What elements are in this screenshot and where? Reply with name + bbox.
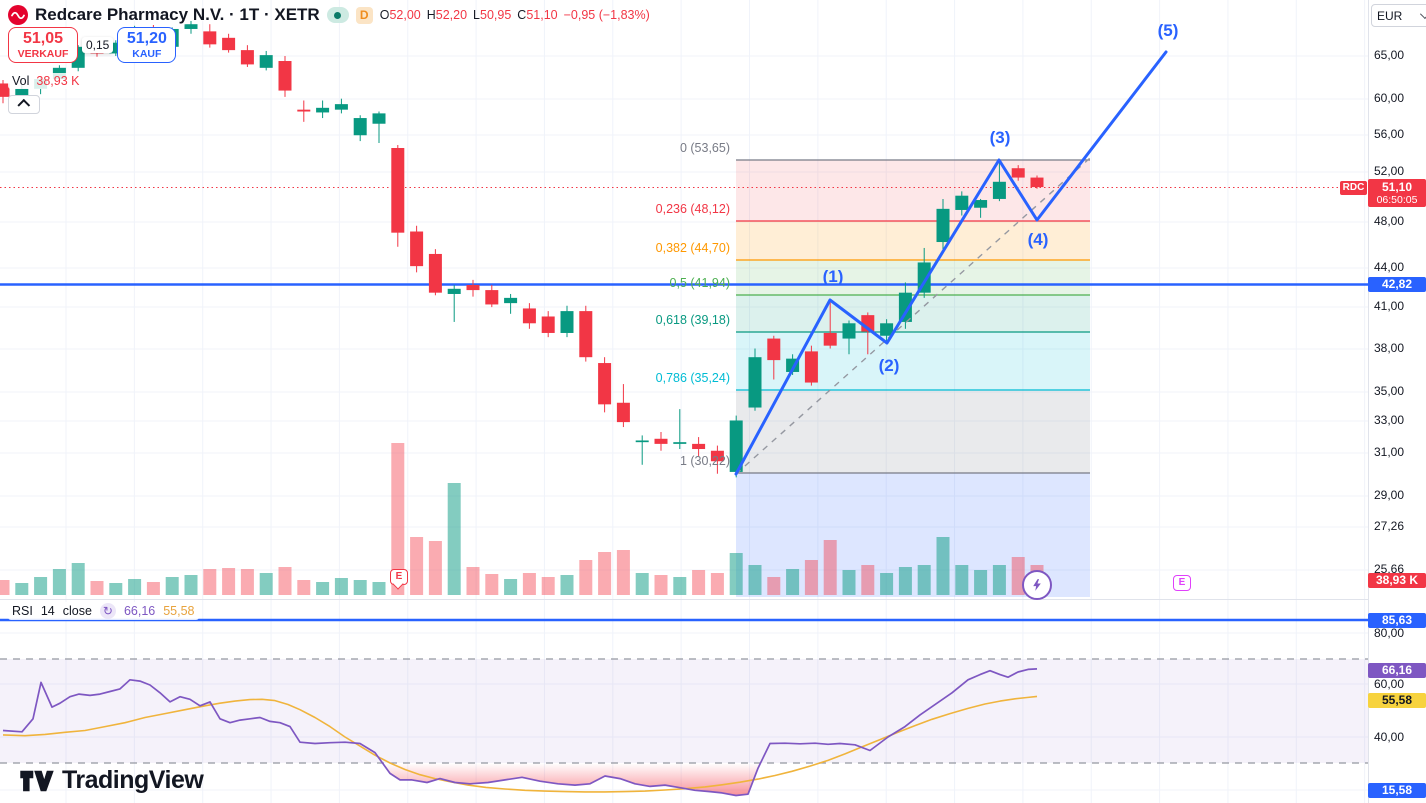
price-tick: 48,00 — [1374, 214, 1405, 228]
fib-level-label[interactable]: 0,5 (41,94) — [669, 276, 730, 290]
volume-label: Vol — [12, 74, 30, 88]
low-label: L — [473, 8, 480, 22]
ohlc-values: O52,00 H52,20 L50,95 C51,10 −0,95 (−1,83… — [380, 8, 650, 22]
fib-level-label[interactable]: 1 (30,22) — [679, 454, 730, 468]
tradingview-watermark[interactable]: TradingView — [20, 766, 204, 795]
grid-lines — [0, 0, 1368, 803]
sell-label: VERKAUF — [17, 48, 69, 60]
fib-level-label[interactable]: 0,618 (39,18) — [655, 313, 730, 327]
close-label: C — [517, 8, 527, 22]
price-tick: 41,00 — [1374, 299, 1405, 313]
elliott-wave-drawing[interactable] — [734, 50, 1168, 476]
symbol-legend: Redcare Pharmacy N.V. · 1T · XETR D O52,… — [8, 5, 650, 25]
hline-value-chip: 42,82 — [1368, 276, 1426, 292]
wave-label[interactable]: (3) — [989, 128, 1011, 147]
redcare-logo-icon — [8, 5, 28, 25]
rsi-pane — [0, 618, 1368, 797]
wave-label[interactable]: (2) — [878, 356, 900, 375]
chevron-up-icon — [16, 98, 30, 112]
next-earnings-marker[interactable]: E — [1173, 575, 1191, 591]
rsi-value-chip: 15,58 — [1368, 783, 1426, 798]
symbol-title[interactable]: Redcare Pharmacy N.V. · 1T · XETR — [35, 5, 320, 24]
sell-button[interactable]: 51,05 VERKAUF — [8, 27, 78, 63]
open-value: 52,00 — [389, 8, 421, 22]
spread-value: 0,15 — [82, 37, 114, 53]
price-tick: 35,00 — [1374, 384, 1405, 398]
rsi-tick: 80,00 — [1374, 626, 1405, 640]
currency-dropdown[interactable]: EUR — [1371, 4, 1426, 27]
rsi-title[interactable]: RSI — [12, 604, 33, 618]
price-tick: 27,26 — [1374, 519, 1405, 533]
bar-countdown: 06:50:05 — [1376, 194, 1418, 206]
high-value: 52,20 — [435, 8, 468, 22]
fib-level-label[interactable]: 0,382 (44,70) — [655, 241, 730, 255]
price-tick: 31,00 — [1374, 445, 1405, 459]
buy-button[interactable]: 51,20 KAUF — [117, 27, 177, 63]
interval-d-badge: D — [355, 6, 373, 24]
rsi-value-chip: 55,58 — [1368, 693, 1426, 708]
fib-level-label[interactable]: 0 (53,65) — [679, 141, 730, 155]
rsi-value: 66,16 — [123, 604, 156, 618]
price-tick: 44,00 — [1374, 260, 1405, 274]
volume-bars — [0, 443, 1044, 595]
lightning-bolt-icon — [1033, 579, 1041, 591]
last-price-chip: 51,10 06:50:05 — [1368, 179, 1426, 207]
rsi-tick: 40,00 — [1374, 730, 1405, 744]
collapse-legend-button[interactable] — [8, 95, 40, 114]
watermark-text: TradingView — [62, 766, 204, 794]
rsi-ma-line — [2, 695, 1038, 793]
rsi-line — [2, 668, 1038, 797]
buy-price: 51,20 — [126, 30, 167, 47]
candles — [0, 21, 1044, 478]
wave-label[interactable]: (1) — [822, 267, 844, 286]
fib-level-label[interactable]: 0,236 (48,12) — [655, 202, 730, 216]
price-tick: 33,00 — [1374, 413, 1405, 427]
price-tick: 56,00 — [1374, 127, 1405, 141]
close-value: 51,10 — [526, 8, 558, 22]
high-label: H — [426, 8, 436, 22]
last-price-value: 51,10 — [1381, 180, 1413, 194]
rsi-source: close — [62, 604, 92, 618]
fib-level-label[interactable]: 0,786 (35,24) — [655, 371, 730, 385]
earnings-marker[interactable]: E — [390, 569, 408, 585]
wave-label[interactable]: (4) — [1027, 230, 1049, 249]
volume-legend: Vol 38,93 K — [8, 73, 84, 89]
rsi-legend: RSI 14 close ↻ 66,16 55,58 — [8, 602, 199, 620]
market-status-icon — [326, 7, 349, 23]
trade-panel: 51,05 VERKAUF 0,15 51,20 KAUF — [8, 27, 177, 63]
rsi-value-chip: 85,63 — [1368, 613, 1426, 628]
price-tick: 25,66 — [1374, 562, 1405, 576]
rsi-value-chip: 66,16 — [1368, 663, 1426, 678]
symbol-price-badge: RDC — [1340, 181, 1367, 195]
volume-value-chip: 38,93 K — [1368, 573, 1426, 588]
sell-price: 51,05 — [22, 30, 64, 47]
low-value: 50,95 — [480, 8, 512, 22]
price-tick: 60,00 — [1374, 91, 1405, 105]
wave-label[interactable]: (5) — [1157, 21, 1179, 40]
instant-order-marker[interactable] — [1022, 570, 1052, 600]
chevron-down-icon — [1419, 9, 1426, 20]
price-tick: 65,00 — [1374, 48, 1405, 62]
rsi-length: 14 — [40, 604, 55, 618]
rsi-ma-value: 55,58 — [163, 604, 195, 618]
price-tick: 52,00 — [1374, 164, 1405, 178]
refresh-icon: ↻ — [99, 603, 116, 619]
price-tick: 29,00 — [1374, 488, 1405, 502]
buy-label: KAUF — [132, 48, 162, 60]
tradingview-logo-icon — [20, 770, 54, 791]
open-label: O — [379, 8, 390, 22]
currency-value: EUR — [1377, 8, 1403, 23]
volume-value: 38,93 K — [36, 74, 80, 88]
price-tick: 38,00 — [1374, 341, 1405, 355]
rsi-tick: 60,00 — [1374, 677, 1405, 691]
change-value: −0,95 (−1,83%) — [563, 8, 650, 22]
